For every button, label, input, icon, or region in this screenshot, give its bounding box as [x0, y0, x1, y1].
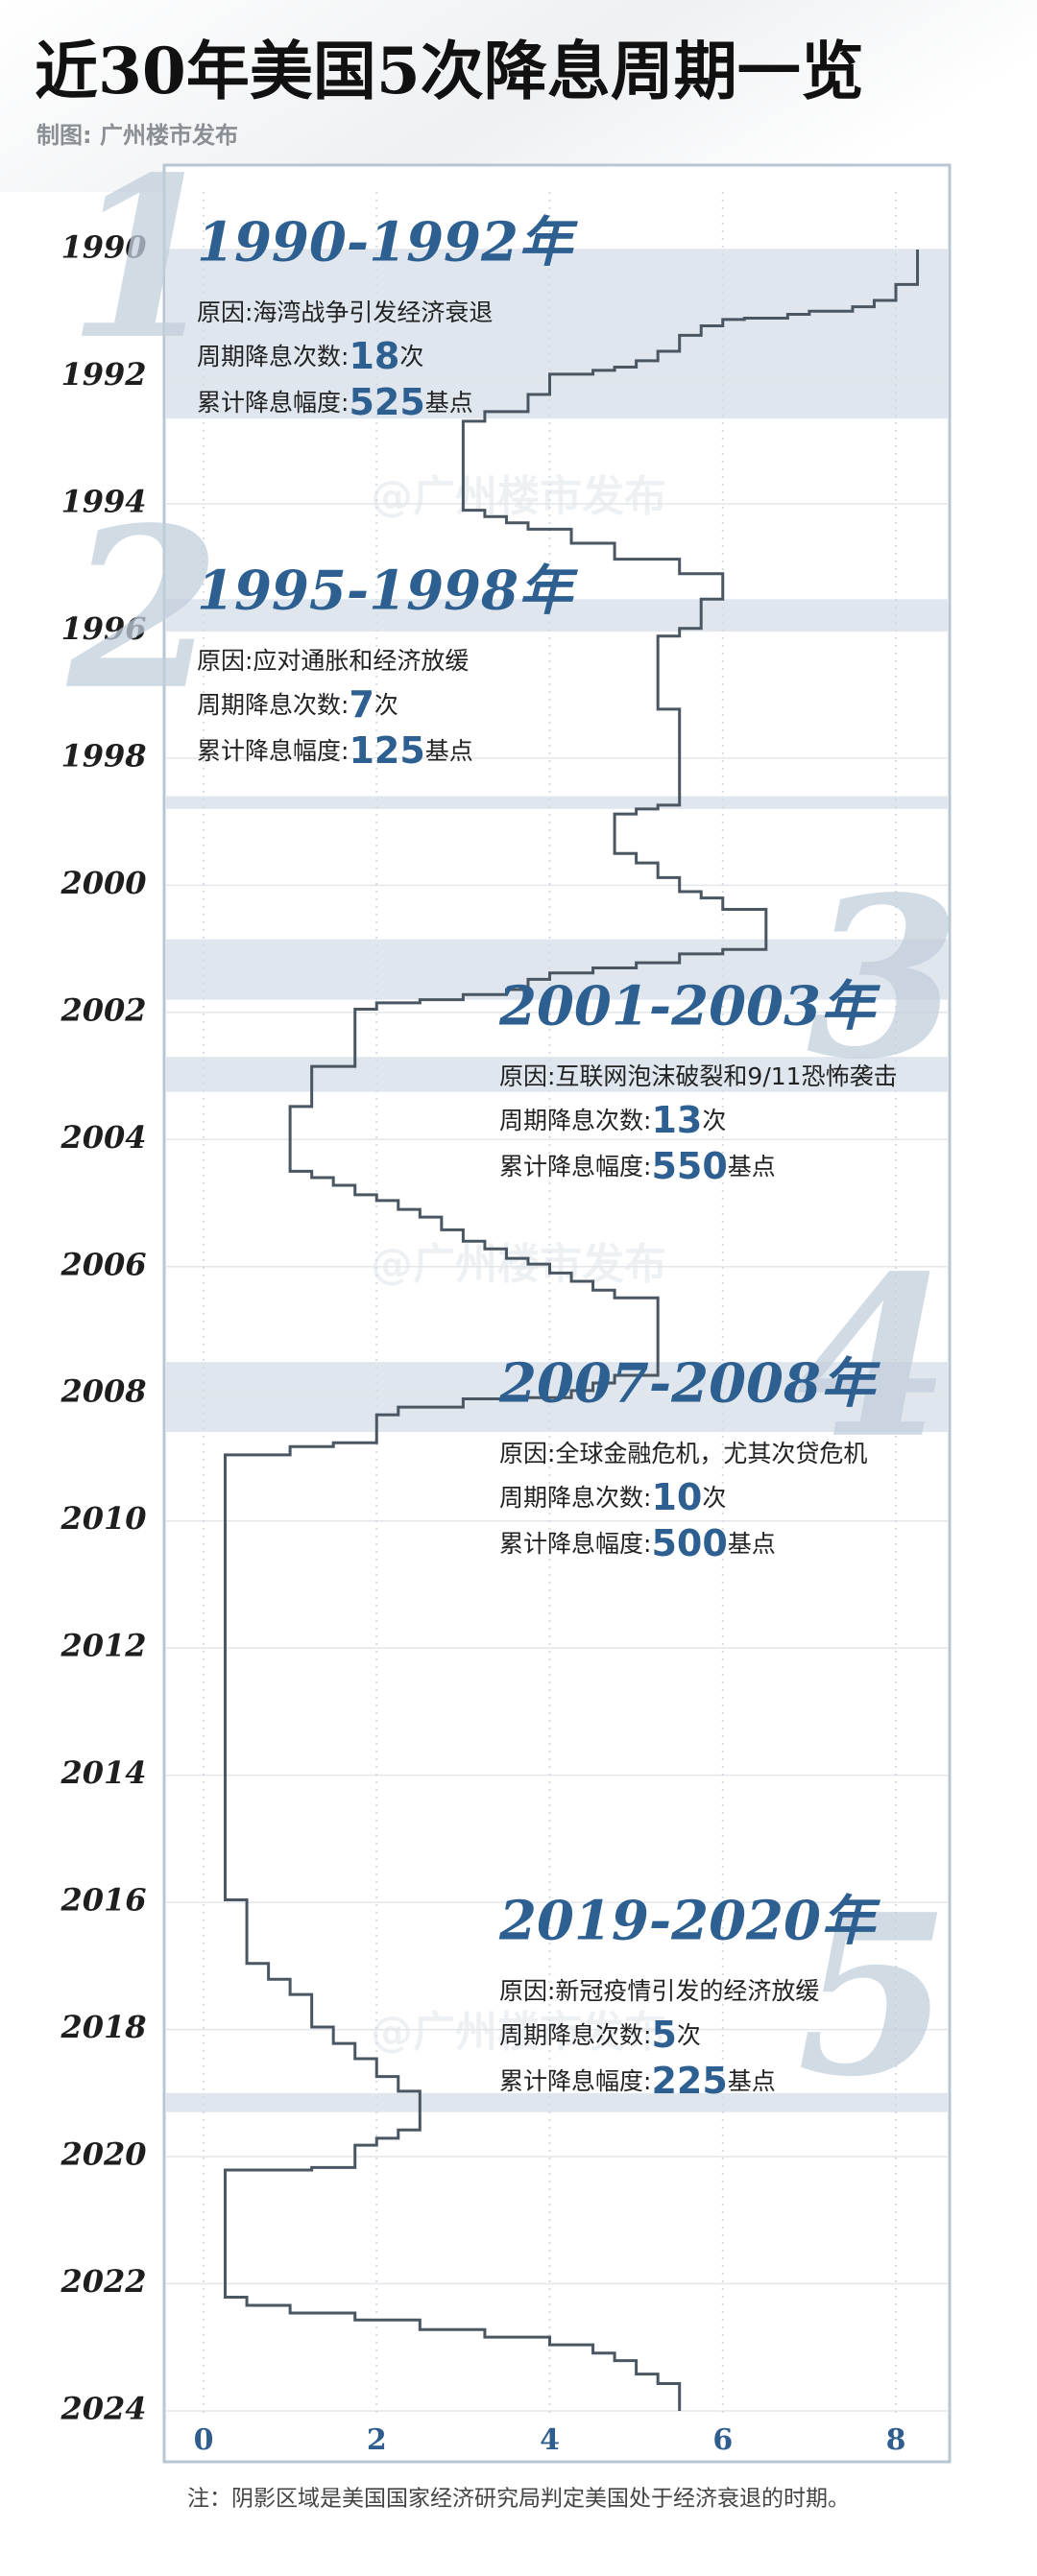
x-tick-label: 4 — [540, 2423, 560, 2457]
cycle-title: 2001-2003年 — [498, 975, 880, 1038]
stat-unit: 基点 — [425, 737, 473, 765]
y-tick-label: 2012 — [60, 1628, 146, 1664]
cycle-title: 2019-2020年 — [498, 1890, 880, 1953]
stat-label: 累计降息幅度: — [499, 1153, 651, 1181]
y-tick-label: 2020 — [60, 2136, 146, 2173]
y-tick-label: 2014 — [60, 1754, 146, 1791]
cycle-stat: 周期降息次数:7次 — [197, 683, 398, 726]
y-tick-label: 1998 — [60, 737, 146, 774]
stat-unit: 次 — [677, 2021, 701, 2049]
watermark: @广州楼市发布 — [371, 472, 666, 521]
x-tick-label: 0 — [194, 2423, 214, 2457]
y-tick-label: 2000 — [60, 865, 146, 901]
stat-value: 125 — [349, 729, 424, 772]
cycle-number: 2 — [65, 480, 221, 739]
cycle-stat: 累计降息幅度:525基点 — [197, 381, 473, 423]
stat-value: 500 — [651, 1522, 727, 1564]
cycle-stat: 周期降息次数:18次 — [197, 335, 423, 377]
stat-unit: 次 — [702, 1484, 726, 1512]
stat-label: 周期降息次数: — [499, 1107, 651, 1134]
y-tick-label: 1990 — [60, 229, 146, 266]
cycle-stat: 周期降息次数:10次 — [499, 1476, 726, 1518]
cycle-reason: 原因:新冠疫情引发的经济放缓 — [499, 1977, 819, 2005]
cycle-stat: 累计降息幅度:500基点 — [499, 1522, 776, 1564]
x-tick-label: 2 — [367, 2423, 387, 2457]
y-tick-label: 2002 — [60, 991, 146, 1028]
shaded-band — [165, 2092, 949, 2112]
cycle-stat: 累计降息幅度:125基点 — [197, 729, 473, 772]
stat-label: 累计降息幅度: — [197, 737, 349, 765]
shaded-band — [165, 250, 949, 419]
cycle-number: 3 — [807, 849, 960, 1109]
stat-unit: 次 — [374, 691, 398, 719]
cycle-stat: 累计降息幅度:225基点 — [499, 2060, 776, 2102]
chart-title: 近30年美国5次降息周期一览 — [35, 34, 864, 108]
y-tick-label: 1996 — [60, 610, 146, 647]
x-tick-label: 6 — [712, 2423, 733, 2457]
plot-frame — [162, 163, 952, 2464]
cycle-reason: 原因:海湾战争引发经济衰退 — [197, 298, 493, 326]
stat-label: 周期降息次数: — [197, 691, 349, 719]
stat-value: 13 — [651, 1099, 702, 1141]
stat-unit: 基点 — [728, 2067, 776, 2095]
stat-label: 累计降息幅度: — [197, 389, 349, 417]
cycle-title: 1990-1992年 — [197, 211, 578, 274]
stat-value: 225 — [651, 2060, 727, 2102]
y-tick-label: 1994 — [60, 483, 146, 519]
watermark: @广州楼市发布 — [371, 2008, 666, 2057]
cycle-reason: 原因:应对通胀和经济放缓 — [197, 647, 469, 675]
cycle-title: 1995-1998年 — [197, 560, 578, 623]
y-tick-label: 2016 — [60, 1882, 146, 1919]
shaded-band — [165, 939, 949, 1000]
cycle-number: 1 — [67, 130, 221, 389]
shaded-band — [165, 599, 949, 632]
stat-unit: 次 — [399, 343, 423, 370]
shaded-band — [165, 796, 949, 809]
y-tick-label: 2018 — [60, 2009, 146, 2045]
stat-unit: 基点 — [425, 389, 473, 417]
cycle-stat: 周期降息次数:5次 — [499, 2014, 701, 2056]
stat-value: 550 — [651, 1145, 727, 1187]
stat-label: 周期降息次数: — [499, 1484, 651, 1512]
stat-value: 10 — [651, 1476, 702, 1518]
cycle-number: 4 — [797, 1228, 951, 1488]
note: 注：阴影区域是美国国家经济研究局判定美国处于经济衰退的时期。 — [187, 2487, 850, 2512]
y-tick-label: 2006 — [60, 1246, 146, 1282]
stat-value: 18 — [349, 335, 399, 377]
stat-label: 周期降息次数: — [499, 2021, 651, 2049]
cycle-stat: 周期降息次数:13次 — [499, 1099, 726, 1141]
cycle-reason: 原因:全球金融危机，尤其次贷危机 — [499, 1440, 867, 1467]
stat-value: 525 — [349, 381, 424, 423]
y-tick-label: 2022 — [60, 2263, 146, 2300]
cycle-stat: 累计降息幅度:550基点 — [499, 1145, 776, 1187]
watermark: @广州楼市发布 — [371, 1240, 666, 1289]
stat-value: 7 — [349, 683, 374, 726]
stat-label: 累计降息幅度: — [499, 1530, 651, 1558]
y-tick-label: 2024 — [60, 2391, 146, 2427]
y-tick-label: 1992 — [60, 356, 146, 393]
y-tick-label: 2010 — [60, 1500, 146, 1537]
y-tick-label: 2008 — [60, 1373, 146, 1410]
stat-unit: 基点 — [728, 1153, 776, 1181]
stat-label: 累计降息幅度: — [499, 2067, 651, 2095]
cycle-number: 5 — [797, 1867, 951, 2126]
stat-unit: 基点 — [728, 1530, 776, 1558]
cycle-reason: 原因:互联网泡沫破裂和9/11恐怖袭击 — [499, 1062, 898, 1090]
shaded-band — [165, 1057, 949, 1092]
stat-unit: 次 — [702, 1107, 726, 1134]
x-tick-label: 8 — [886, 2423, 906, 2457]
header-bg — [0, 0, 1037, 192]
stat-value: 5 — [651, 2014, 676, 2056]
rate-line — [224, 250, 920, 2411]
cycle-title: 2007-2008年 — [498, 1352, 880, 1416]
y-tick-label: 2004 — [60, 1119, 146, 1156]
subtitle: 制图: 广州楼市发布 — [36, 122, 238, 149]
stat-label: 周期降息次数: — [197, 343, 349, 370]
